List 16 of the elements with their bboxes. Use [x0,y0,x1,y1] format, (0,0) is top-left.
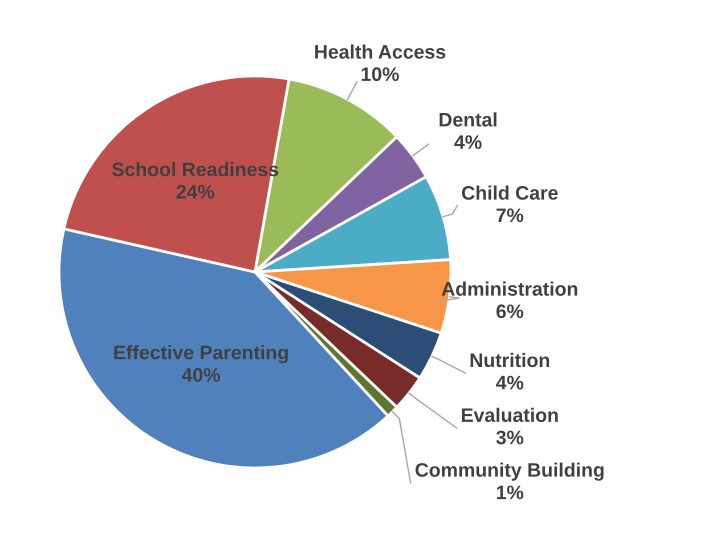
data-label: 24% [176,184,214,199]
data-label: 3% [496,430,524,444]
slice-label: Child Care [462,185,558,200]
data-label: 10% [362,67,399,82]
slice-label: Evaluation [462,408,558,422]
data-label: 1% [496,486,524,500]
slice-label: Community Building [416,462,604,481]
data-label: 7% [496,208,524,222]
data-label: 4% [454,135,482,149]
slice-label: Dental [440,112,496,127]
data-label: 40% [182,368,220,382]
slice-label: Effective Parenting [114,345,288,364]
slice-label: Health Access [315,44,446,59]
data-label: 4% [496,376,524,390]
data-label: 6% [496,304,524,318]
slice-label: Nutrition [470,352,550,368]
